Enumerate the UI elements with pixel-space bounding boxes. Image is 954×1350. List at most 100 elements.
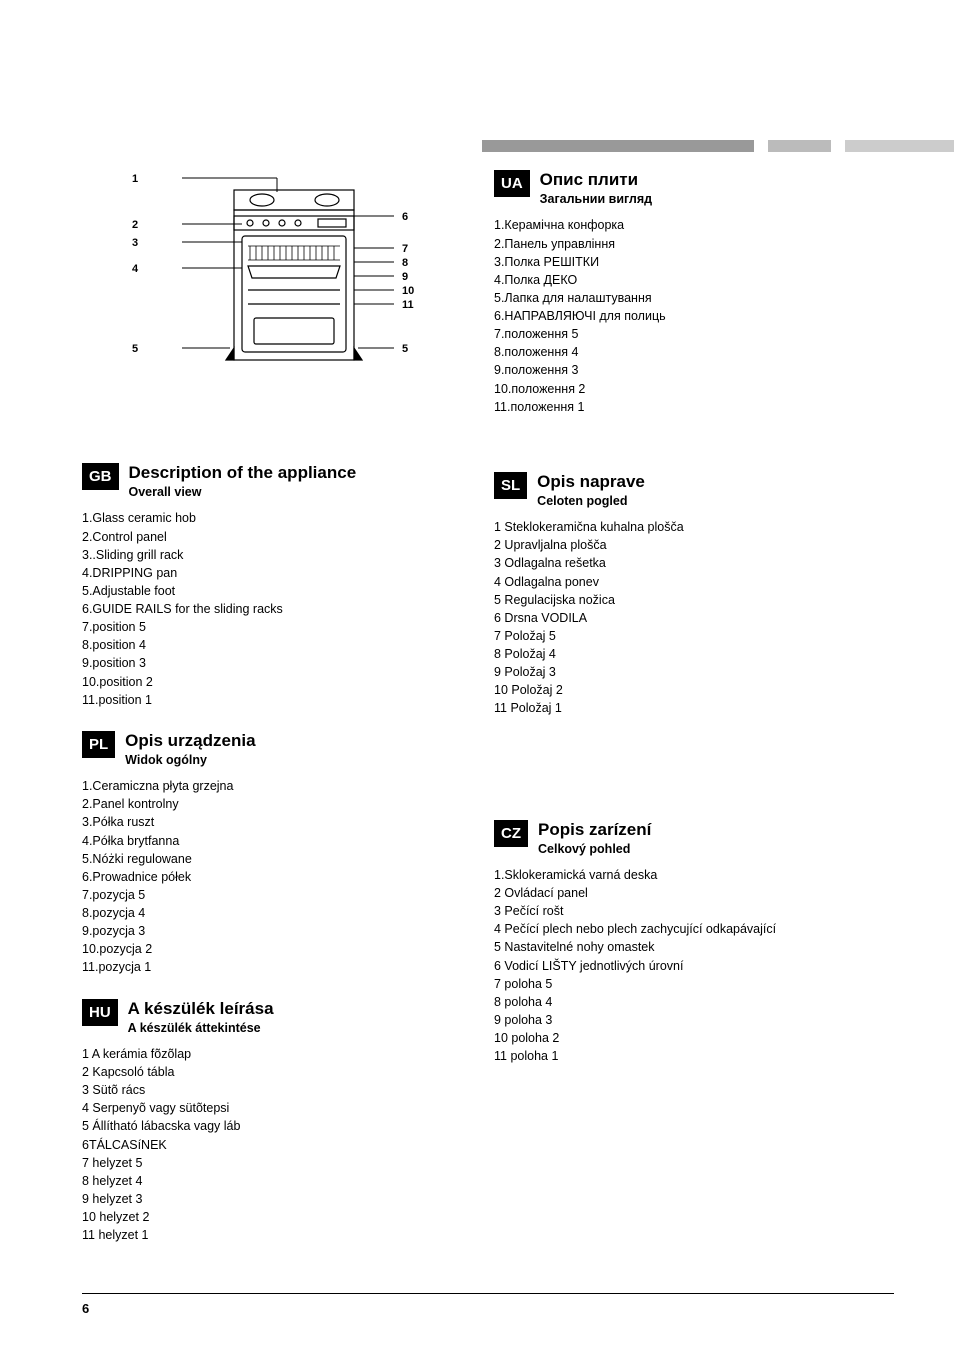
items-ua: 1.Керамічна конфорка2.Панель управління3… xyxy=(494,216,894,415)
list-item: 5.Nóżki regulowane xyxy=(82,850,462,868)
page-number: 6 xyxy=(82,1301,89,1316)
list-item: 8 helyzet 4 xyxy=(82,1172,462,1190)
list-item: 11 Položaj 1 xyxy=(494,699,894,717)
title-sl: Opis naprave xyxy=(537,472,645,492)
list-item: 3..Sliding grill rack xyxy=(82,546,462,564)
list-item: 2.Панель управління xyxy=(494,235,894,253)
list-item: 8.положення 4 xyxy=(494,343,894,361)
subtitle-pl: Widok ogólny xyxy=(125,753,255,767)
list-item: 1 Steklokeramična kuhalna plošča xyxy=(494,518,894,536)
appliance-diagram: 1 2 3 4 5 6 7 8 9 10 xyxy=(122,160,462,435)
badge-gb: GB xyxy=(82,463,119,490)
items-sl: 1 Steklokeramična kuhalna plošča2 Upravl… xyxy=(494,518,894,717)
footer-rule xyxy=(82,1293,894,1294)
list-item: 11.position 1 xyxy=(82,691,462,709)
items-hu: 1 A kerámia fõzõlap2 Kapcsoló tábla3 Süt… xyxy=(82,1045,462,1244)
list-item: 7.положення 5 xyxy=(494,325,894,343)
list-item: 8 poloha 4 xyxy=(494,993,894,1011)
list-item: 11.положення 1 xyxy=(494,398,894,416)
list-item: 9.position 3 xyxy=(82,654,462,672)
diagram-label-11: 11 xyxy=(402,299,414,311)
badge-cz: CZ xyxy=(494,820,528,847)
list-item: 4.DRIPPING pan xyxy=(82,564,462,582)
list-item: 6.GUIDE RAILS for the sliding racks xyxy=(82,600,462,618)
list-item: 5 Nastavitelné nohy omastek xyxy=(494,938,894,956)
list-item: 7.position 5 xyxy=(82,618,462,636)
list-item: 2.Control panel xyxy=(82,528,462,546)
block-cz: CZ Popis zarízení Celkový pohled 1.Sklok… xyxy=(494,820,894,1066)
title-cz: Popis zarízení xyxy=(538,820,651,840)
badge-sl: SL xyxy=(494,472,527,499)
title-hu: A készülék leírása xyxy=(128,999,274,1019)
right-column: UA Опис плити Загальнии вигляд 1.Кераміч… xyxy=(494,170,894,1087)
list-item: 9 poloha 3 xyxy=(494,1011,894,1029)
list-item: 2 Ovládací panel xyxy=(494,884,894,902)
list-item: 5 Regulacijska nožica xyxy=(494,591,894,609)
list-item: 7 helyzet 5 xyxy=(82,1154,462,1172)
block-sl: SL Opis naprave Celoten pogled 1 Steklok… xyxy=(494,472,894,718)
list-item: 9 helyzet 3 xyxy=(82,1190,462,1208)
list-item: 3.Półka ruszt xyxy=(82,813,462,831)
list-item: 10 poloha 2 xyxy=(494,1029,894,1047)
subtitle-hu: A készülék áttekintése xyxy=(128,1021,274,1035)
list-item: 7 poloha 5 xyxy=(494,975,894,993)
block-ua: UA Опис плити Загальнии вигляд 1.Кераміч… xyxy=(494,170,894,416)
list-item: 7.pozycja 5 xyxy=(82,886,462,904)
list-item: 9.pozycja 3 xyxy=(82,922,462,940)
diagram-label-9: 9 xyxy=(402,271,408,283)
list-item: 6.Prowadnice półek xyxy=(82,868,462,886)
list-item: 11.pozycja 1 xyxy=(82,958,462,976)
subtitle-gb: Overall view xyxy=(129,485,357,499)
list-item: 6 Drsna VODILA xyxy=(494,609,894,627)
list-item: 3 Sütõ rács xyxy=(82,1081,462,1099)
diagram-label-4: 4 xyxy=(132,263,139,275)
left-column: 1 2 3 4 5 6 7 8 9 10 xyxy=(82,160,462,1266)
block-hu: HU A készülék leírása A készülék áttekin… xyxy=(82,999,462,1245)
subtitle-sl: Celoten pogled xyxy=(537,494,645,508)
list-item: 6 Vodicí LIŠTY jednotlivých úrovní xyxy=(494,957,894,975)
badge-ua: UA xyxy=(494,170,530,197)
diagram-label-6: 6 xyxy=(402,211,408,223)
list-item: 8 Položaj 4 xyxy=(494,645,894,663)
list-item: 4.Półka brytfanna xyxy=(82,832,462,850)
list-item: 6TÁLCASíNEK xyxy=(82,1136,462,1154)
block-gb: GB Description of the appliance Overall … xyxy=(82,463,462,709)
list-item: 8.pozycja 4 xyxy=(82,904,462,922)
diagram-label-7: 7 xyxy=(402,243,408,255)
list-item: 7 Položaj 5 xyxy=(494,627,894,645)
list-item: 10.положення 2 xyxy=(494,380,894,398)
items-cz: 1.Sklokeramická varná deska2 Ovládací pa… xyxy=(494,866,894,1065)
list-item: 9.положення 3 xyxy=(494,361,894,379)
list-item: 2 Kapcsoló tábla xyxy=(82,1063,462,1081)
list-item: 9 Položaj 3 xyxy=(494,663,894,681)
list-item: 1.Керамічна конфорка xyxy=(494,216,894,234)
list-item: 10.pozycja 2 xyxy=(82,940,462,958)
list-item: 4 Odlagalna ponev xyxy=(494,573,894,591)
list-item: 5 Állítható lábacska vagy láb xyxy=(82,1117,462,1135)
list-item: 10.position 2 xyxy=(82,673,462,691)
list-item: 5.Adjustable foot xyxy=(82,582,462,600)
list-item: 8.position 4 xyxy=(82,636,462,654)
list-item: 11 helyzet 1 xyxy=(82,1226,462,1244)
block-pl: PL Opis urządzenia Widok ogólny 1.Cerami… xyxy=(82,731,462,977)
list-item: 5.Лапка для налаштування xyxy=(494,289,894,307)
list-item: 3 Odlagalna rešetka xyxy=(494,554,894,572)
badge-pl: PL xyxy=(82,731,115,758)
list-item: 2.Panel kontrolny xyxy=(82,795,462,813)
list-item: 1.Sklokeramická varná deska xyxy=(494,866,894,884)
list-item: 10 helyzet 2 xyxy=(82,1208,462,1226)
diagram-label-5r: 5 xyxy=(402,343,408,355)
list-item: 1 A kerámia fõzõlap xyxy=(82,1045,462,1063)
list-item: 6.НАПРАВЛЯЮЧІ для полиць xyxy=(494,307,894,325)
list-item: 4.Полка ДЕКО xyxy=(494,271,894,289)
items-pl: 1.Ceramiczna płyta grzejna2.Panel kontro… xyxy=(82,777,462,976)
diagram-label-10: 10 xyxy=(402,285,414,297)
items-gb: 1.Glass ceramic hob 2.Control panel 3..S… xyxy=(82,509,462,708)
list-item: 3.Полка РЕШІТКИ xyxy=(494,253,894,271)
diagram-label-3: 3 xyxy=(132,237,138,249)
title-pl: Opis urządzenia xyxy=(125,731,255,751)
list-item: 10 Položaj 2 xyxy=(494,681,894,699)
subtitle-cz: Celkový pohled xyxy=(538,842,651,856)
title-gb: Description of the appliance xyxy=(129,463,357,483)
list-item: 2 Upravljalna plošča xyxy=(494,536,894,554)
